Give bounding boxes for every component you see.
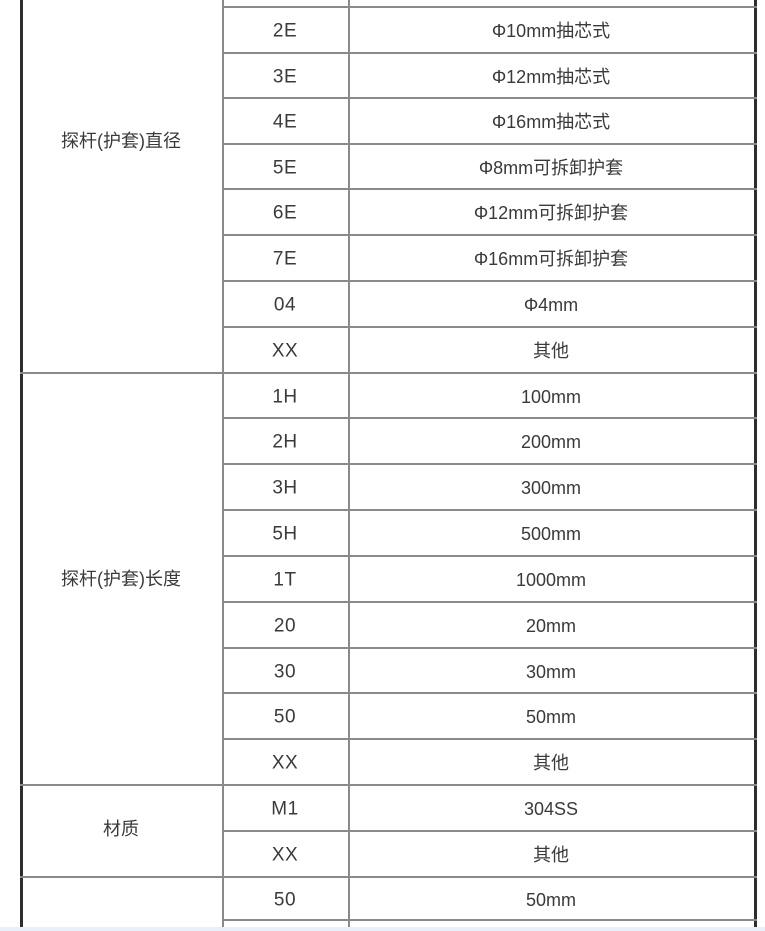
row-divider-line (222, 188, 757, 190)
row-divider-line (222, 6, 757, 8)
row-divider-line (222, 738, 757, 740)
row-divider-line (222, 919, 757, 921)
code-cell: 5E (272, 157, 298, 178)
code-cell: 30 (273, 661, 297, 682)
code-cell: 3H (272, 477, 298, 499)
code-cell: 2H (272, 431, 298, 453)
row-divider-line (222, 463, 757, 465)
description-cell: Φ12mm可拆卸护套 (473, 203, 629, 223)
page-bottom-strip (0, 927, 765, 931)
section-divider-line (20, 784, 757, 786)
table-left-border (20, 0, 23, 927)
category-cell: 材质 (103, 819, 139, 839)
code-cell: 50 (273, 706, 297, 728)
code-cell: 04 (273, 294, 297, 316)
description-cell: 其他 (533, 341, 569, 361)
description-cell: 1000mm (515, 570, 587, 590)
code-cell: 20 (273, 615, 297, 637)
row-divider-line (222, 280, 757, 282)
description-cell: 其他 (533, 753, 569, 773)
row-divider-line (222, 417, 757, 419)
description-cell: 300mm (520, 478, 582, 498)
code-cell: 1H (272, 386, 298, 407)
description-cell: 500mm (520, 524, 582, 544)
row-divider-line (222, 601, 757, 603)
row-divider-line (222, 830, 757, 832)
row-divider-line (222, 97, 757, 99)
code-cell: XX (271, 752, 299, 774)
description-cell: Φ8mm可拆卸护套 (478, 157, 624, 178)
description-cell: 30mm (525, 661, 577, 682)
description-cell: Φ10mm抽芯式 (491, 21, 611, 41)
category-cell: 探杆(护套)直径 (61, 131, 181, 151)
category-cell: 探杆(护套)长度 (61, 569, 181, 589)
description-cell: 50mm (525, 707, 577, 727)
row-divider-line (222, 647, 757, 649)
description-cell: 其他 (533, 845, 569, 865)
code-cell: 1T (273, 569, 297, 591)
code-cell: M1 (271, 798, 299, 820)
code-cell: 4E (272, 111, 298, 133)
code-cell: 5H (272, 523, 298, 545)
row-divider-line (222, 692, 757, 694)
description-cell: Φ12mm抽芯式 (491, 66, 611, 87)
description-cell: 50mm (525, 889, 577, 910)
description-cell: Φ16mm抽芯式 (491, 112, 611, 132)
code-cell: 50 (273, 889, 297, 910)
description-cell: Φ4mm (523, 295, 579, 315)
row-divider-line (222, 234, 757, 236)
row-divider-line (222, 326, 757, 328)
description-cell: 200mm (520, 432, 582, 452)
code-cell: 3E (272, 66, 298, 87)
code-cell: XX (271, 844, 299, 866)
description-cell: 20mm (525, 616, 577, 636)
row-divider-line (222, 555, 757, 557)
code-cell: 7E (272, 248, 298, 270)
description-cell: Φ16mm可拆卸护套 (473, 249, 629, 269)
section-divider-line (20, 372, 757, 374)
row-divider-line (222, 143, 757, 145)
code-cell: 6E (272, 202, 298, 224)
description-cell: 100mm (520, 386, 582, 407)
row-divider-line (222, 509, 757, 511)
code-cell: XX (271, 340, 299, 362)
section-divider-line (20, 876, 757, 878)
description-cell: 304SS (523, 799, 579, 819)
code-cell: 2E (272, 20, 298, 42)
row-divider-line (222, 52, 757, 54)
